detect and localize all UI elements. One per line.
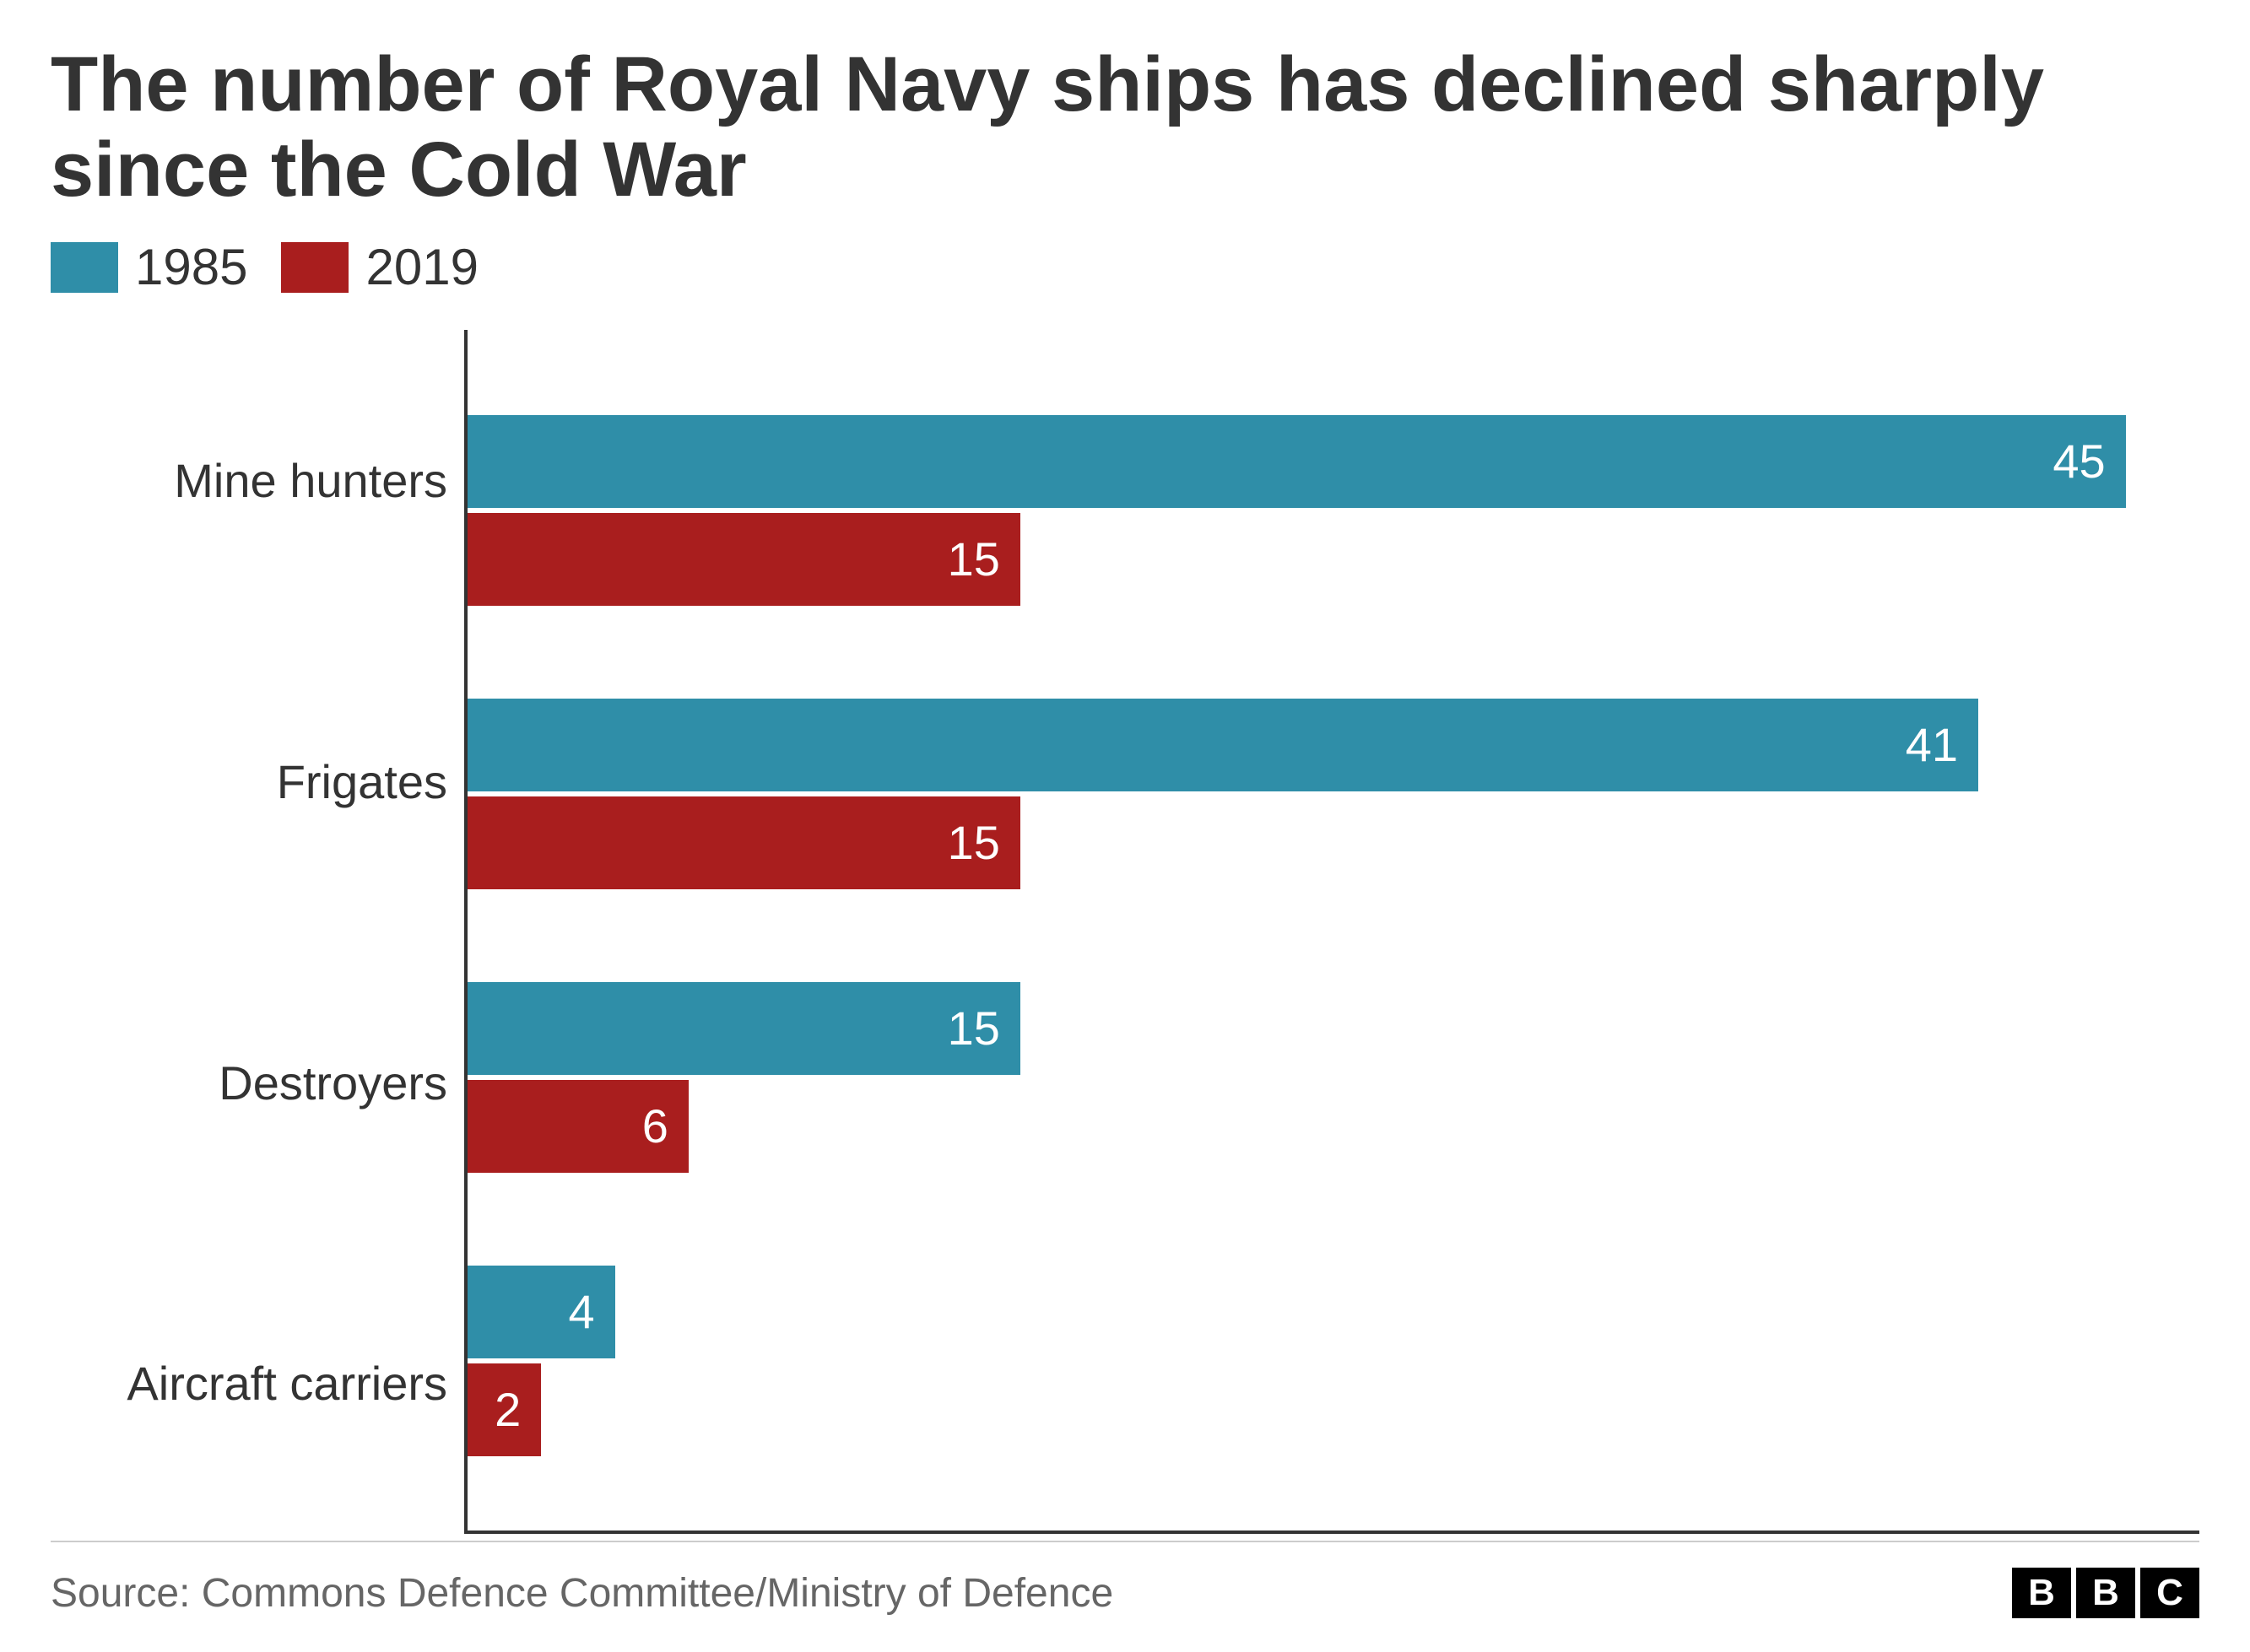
source-text: Source: Commons Defence Committee/Minist… — [51, 1570, 1113, 1617]
bar: 41 — [468, 699, 1978, 791]
bar-group: 156 — [468, 982, 2199, 1173]
bar: 2 — [468, 1363, 541, 1456]
plot: Mine huntersFrigatesDestroyersAircraft c… — [51, 330, 2199, 1534]
bbc-logo-box: B — [2076, 1568, 2135, 1618]
chart-title: The number of Royal Navy ships has decli… — [51, 42, 2199, 213]
bbc-logo-box: B — [2012, 1568, 2071, 1618]
bbc-logo: BBC — [2012, 1568, 2199, 1618]
legend-label: 1985 — [135, 238, 247, 296]
legend-swatch — [281, 242, 349, 293]
chart-area: Mine huntersFrigatesDestroyersAircraft c… — [51, 330, 2199, 1618]
bar: 45 — [468, 415, 2126, 508]
footer: Source: Commons Defence Committee/Minist… — [51, 1568, 2199, 1618]
bars-panel: 4515411515642 — [464, 330, 2199, 1534]
category-label: Destroyers — [51, 932, 447, 1234]
bar-group: 4115 — [468, 699, 2199, 889]
bar: 15 — [468, 796, 1020, 889]
legend-swatch — [51, 242, 118, 293]
bar: 15 — [468, 982, 1020, 1075]
category-label: Mine hunters — [51, 330, 447, 631]
bbc-logo-box: C — [2140, 1568, 2199, 1618]
legend-item: 1985 — [51, 238, 247, 296]
bar-group: 4515 — [468, 415, 2199, 606]
bar: 15 — [468, 513, 1020, 606]
footer-divider — [51, 1541, 2199, 1542]
bar: 6 — [468, 1080, 689, 1173]
bar: 4 — [468, 1266, 615, 1358]
category-label: Aircraft carriers — [51, 1233, 447, 1534]
bar-group: 42 — [468, 1266, 2199, 1456]
y-axis-labels: Mine huntersFrigatesDestroyersAircraft c… — [51, 330, 464, 1534]
legend-label: 2019 — [365, 238, 478, 296]
category-label: Frigates — [51, 631, 447, 932]
legend-item: 2019 — [281, 238, 478, 296]
legend: 1985 2019 — [51, 238, 2199, 296]
